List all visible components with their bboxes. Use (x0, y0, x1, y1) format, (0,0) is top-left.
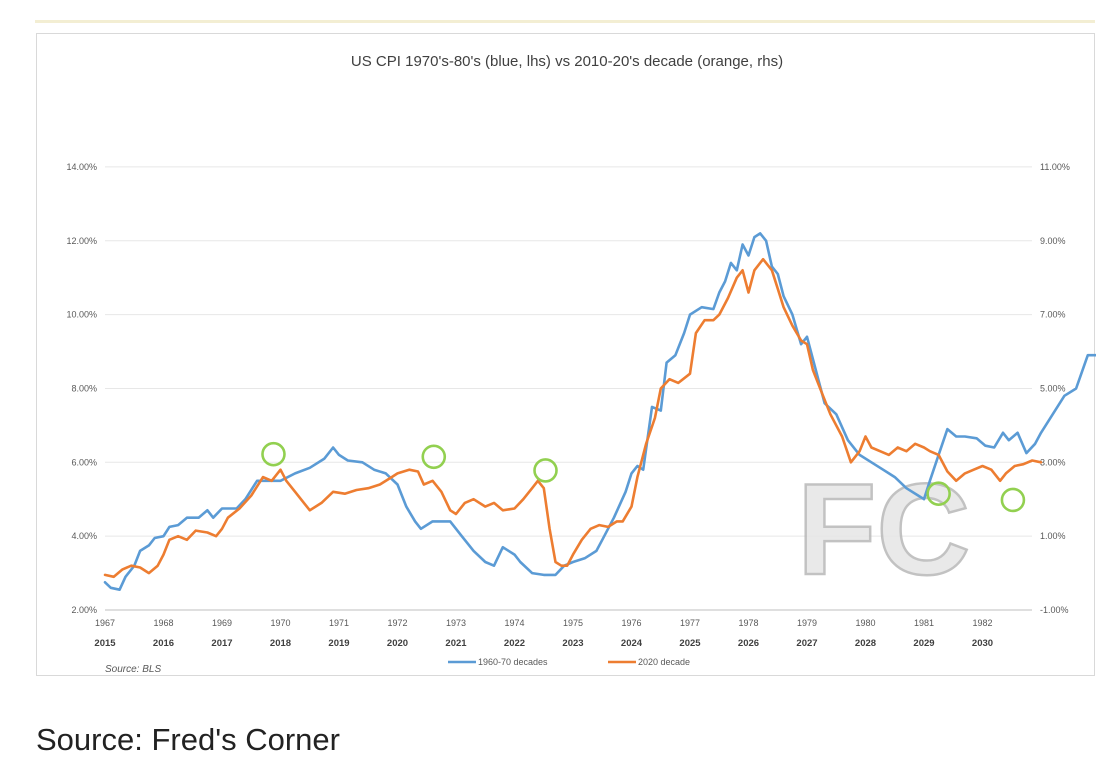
left-tick-label: 14.00% (66, 162, 97, 172)
x-tick-label-top: 1973 (446, 618, 466, 628)
x-tick-label-top: 1980 (855, 618, 875, 628)
circle-marker (926, 481, 951, 506)
x-tick-label-bottom: 2029 (913, 638, 934, 649)
right-tick-label: 5.00% (1040, 383, 1066, 393)
series-line-1960-70-decades (103, 232, 1096, 591)
left-axis-ticks: 2.00% 4.00% 6.00% 8.00% 10.00% 12.00% 14.00% (66, 162, 97, 615)
right-tick-label: 3.00% (1040, 457, 1066, 467)
image-caption: Source: Fred's Corner (36, 722, 340, 757)
x-tick-label-bottom: 2030 (972, 638, 993, 649)
x-tick-label-top: 1976 (621, 618, 641, 628)
circle-marker (261, 441, 286, 467)
circle-marker (533, 458, 558, 483)
left-tick-label: 12.00% (66, 236, 97, 246)
x-tick-label-top: 1979 (797, 618, 817, 628)
x-tick-label-top: 1977 (680, 618, 700, 628)
legend-label: 1960-70 decades (478, 657, 548, 667)
x-tick-label-top: 1970 (270, 618, 290, 628)
right-tick-label: 9.00% (1040, 236, 1066, 246)
right-tick-label: 7.00% (1040, 310, 1066, 320)
x-tick-label-bottom: 2022 (504, 638, 525, 649)
x-tick-label-bottom: 2026 (738, 638, 759, 649)
x-tick-label-bottom: 2024 (621, 638, 643, 649)
x-tick-label-bottom: 2021 (445, 638, 467, 649)
right-axis-ticks: -1.00% 1.00% 3.00% 5.00% 7.00% 9.00% 11.00% (1040, 162, 1070, 615)
x-tick-label-top: 1972 (387, 618, 407, 628)
top-rule (35, 20, 1095, 23)
circle-marker (421, 444, 447, 470)
x-tick-label-top: 1967 (95, 618, 115, 628)
x-tick-label-top: 1968 (153, 618, 173, 628)
x-tick-label-top: 1978 (738, 618, 758, 628)
x-tick-label-top: 1975 (563, 618, 583, 628)
right-tick-label: 11.00% (1040, 162, 1070, 172)
fc-watermark-logo: FC (796, 455, 972, 604)
cpi-chart: US CPI 1970's-80's (blue, lhs) vs 2010-2… (66, 53, 1096, 675)
x-tick-label-top: 1971 (329, 618, 349, 628)
left-tick-label: 4.00% (71, 531, 97, 541)
circle-markers (261, 441, 1026, 513)
chart-frame: US CPI 1970's-80's (blue, lhs) vs 2010-2… (36, 33, 1096, 676)
legend: 1960-70 decades 2020 decade (448, 657, 690, 667)
left-tick-label: 8.00% (71, 383, 97, 393)
x-tick-label-bottom: 2020 (387, 638, 408, 649)
gridlines (105, 166, 1032, 611)
series-line-2020-decade (103, 257, 1043, 579)
x-tick-label-bottom: 2028 (855, 638, 876, 649)
x-tick-label-bottom: 2018 (270, 638, 291, 649)
x-tick-label-bottom: 2019 (328, 638, 349, 649)
x-tick-label-bottom: 2015 (94, 638, 116, 649)
right-tick-label: -1.00% (1040, 605, 1069, 615)
x-tick-label-bottom: 2017 (211, 638, 232, 649)
x-axis-ticks: 1967 1968 1969 1970 1971 1972 1973 1974 1975 1976… (94, 609, 1032, 649)
x-tick-label-top: 1982 (972, 618, 992, 628)
source-note: Source: BLS (105, 664, 161, 675)
left-tick-label: 2.00% (71, 605, 97, 615)
legend-label: 2020 decade (638, 657, 690, 667)
fc-logo-text: FC (797, 456, 970, 602)
right-tick-label: 1.00% (1040, 531, 1066, 541)
series-layer (103, 232, 1096, 591)
chart-title: US CPI 1970's-80's (blue, lhs) vs 2010-2… (351, 53, 783, 70)
circle-marker (1000, 487, 1026, 513)
left-tick-label: 10.00% (66, 310, 97, 320)
x-tick-label-bottom: 2016 (153, 638, 174, 649)
x-tick-label-top: 1974 (504, 618, 524, 628)
x-tick-label-top: 1969 (212, 618, 232, 628)
left-tick-label: 6.00% (71, 457, 97, 467)
x-tick-label-bottom: 2025 (679, 638, 701, 649)
x-tick-label-bottom: 2023 (562, 638, 583, 649)
x-tick-label-top: 1981 (914, 618, 934, 628)
x-tick-label-bottom: 2027 (796, 638, 817, 649)
